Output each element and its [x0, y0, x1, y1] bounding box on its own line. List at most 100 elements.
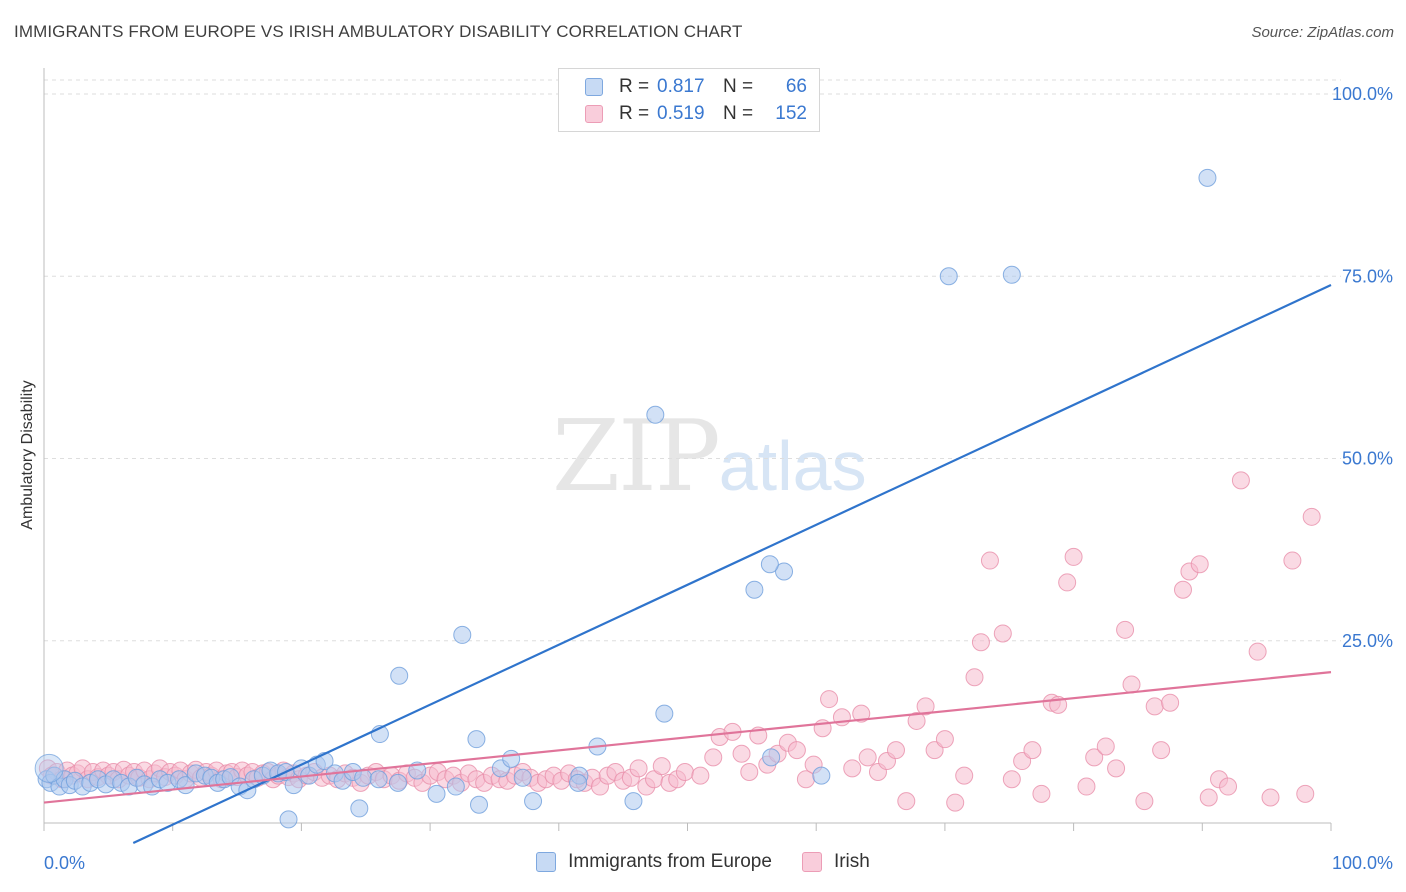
- point-immigrants-europe: [279, 810, 298, 829]
- point-irish: [1302, 507, 1321, 526]
- point-immigrants-europe: [760, 555, 779, 574]
- point-irish: [820, 690, 839, 709]
- point-irish: [907, 711, 926, 730]
- point-immigrants-europe: [350, 799, 369, 818]
- legend-n-value: 152: [775, 103, 807, 124]
- chart-title: IMMIGRANTS FROM EUROPE VS IRISH AMBULATO…: [14, 22, 743, 41]
- point-irish: [1135, 792, 1154, 811]
- point-immigrants-europe: [745, 580, 764, 599]
- point-irish: [1261, 788, 1280, 807]
- point-irish: [675, 762, 694, 781]
- point-irish: [1199, 788, 1218, 807]
- tick-labels: 25.0% 50.0% 75.0% 100.0% 0.0% 100.0%: [44, 84, 1393, 873]
- point-irish: [1161, 693, 1180, 712]
- point-irish: [704, 748, 723, 767]
- point-irish: [1231, 471, 1250, 490]
- point-irish: [1152, 741, 1171, 760]
- legend-item-europe[interactable]: Immigrants from Europe: [536, 851, 772, 873]
- series-irish-points: [38, 471, 1321, 812]
- point-irish: [886, 741, 905, 760]
- point-irish: [843, 759, 862, 778]
- point-immigrants-europe: [513, 768, 532, 787]
- legend-swatch-pink: [585, 105, 603, 123]
- point-immigrants-europe: [467, 730, 486, 749]
- point-irish: [955, 766, 974, 785]
- watermark-atlas: atlas: [718, 427, 867, 505]
- point-immigrants-europe: [655, 704, 674, 723]
- point-irish: [1145, 697, 1164, 716]
- point-immigrants-europe: [569, 773, 588, 792]
- series-legend: Immigrants from Europe Irish: [0, 851, 1406, 873]
- point-irish: [1107, 759, 1126, 778]
- legend-swatch-blue: [536, 852, 557, 872]
- trend-lines: [43, 284, 1332, 844]
- point-immigrants-europe: [812, 766, 831, 785]
- legend-n-label: N =: [723, 76, 754, 97]
- point-immigrants-europe: [284, 776, 303, 795]
- point-immigrants-europe: [775, 562, 794, 581]
- point-irish: [1058, 573, 1077, 592]
- point-irish: [916, 697, 935, 716]
- source-label: Source: ZipAtlas.com: [1251, 24, 1394, 41]
- point-irish: [1296, 784, 1315, 803]
- point-irish: [1032, 784, 1051, 803]
- point-irish: [1219, 777, 1238, 796]
- legend-r-value: 0.519: [657, 103, 705, 124]
- legend-n-label: N =: [723, 103, 754, 124]
- point-irish: [1002, 770, 1021, 789]
- legend-row-europe: R = 0.817 N = 66: [585, 74, 807, 100]
- legend-n-value: 66: [785, 76, 807, 97]
- point-irish: [980, 551, 999, 570]
- point-immigrants-europe: [388, 773, 407, 792]
- point-irish: [1013, 752, 1032, 771]
- y-tick-label: 75.0%: [1342, 266, 1393, 286]
- legend-r-label: R =: [619, 103, 650, 124]
- point-irish: [740, 762, 759, 781]
- legend-label-irish: Irish: [833, 851, 870, 872]
- point-irish: [1077, 777, 1096, 796]
- point-immigrants-europe: [502, 749, 521, 768]
- point-immigrants-europe: [939, 267, 958, 286]
- point-immigrants-europe: [1198, 168, 1217, 187]
- watermark-zip: ZIP: [552, 400, 721, 514]
- point-irish: [1122, 675, 1141, 694]
- point-immigrants-europe: [369, 770, 388, 789]
- grid-lines: [44, 79, 1341, 642]
- trend-line-immigrants-europe: [132, 284, 1332, 844]
- watermark: ZIPatlas: [552, 400, 867, 514]
- point-irish: [852, 704, 871, 723]
- point-irish: [652, 757, 671, 776]
- series-immigrants-europe-points: [34, 168, 1217, 829]
- legend-label-europe: Immigrants from Europe: [568, 851, 772, 872]
- point-immigrants-europe: [390, 666, 409, 685]
- point-irish: [1173, 580, 1192, 599]
- point-immigrants-europe: [1002, 265, 1021, 284]
- y-tick-label: 100.0%: [1332, 84, 1393, 104]
- point-immigrants-europe: [453, 625, 472, 644]
- correlation-legend: R = 0.817 N = 66 R = 0.519 N = 152: [558, 68, 820, 132]
- point-immigrants-europe: [427, 784, 446, 803]
- point-irish: [971, 633, 990, 652]
- point-irish: [965, 668, 984, 687]
- legend-item-irish[interactable]: Irish: [801, 851, 870, 873]
- point-immigrants-europe: [470, 795, 489, 814]
- x-tick-label-min: 0.0%: [44, 853, 85, 873]
- point-irish: [732, 744, 751, 763]
- point-immigrants-europe: [762, 748, 781, 767]
- axes: [43, 68, 1332, 831]
- legend-r-label: R =: [619, 76, 650, 97]
- x-tick-label-max: 100.0%: [1332, 853, 1393, 873]
- point-irish: [1096, 737, 1115, 756]
- point-irish: [1190, 555, 1209, 574]
- point-immigrants-europe: [524, 792, 543, 811]
- y-tick-label: 50.0%: [1342, 449, 1393, 469]
- point-irish: [1283, 551, 1302, 570]
- point-irish: [1248, 642, 1267, 661]
- legend-swatch-blue: [585, 78, 603, 96]
- point-irish: [993, 624, 1012, 643]
- point-immigrants-europe: [446, 777, 465, 796]
- point-irish: [897, 792, 916, 811]
- legend-row-irish: R = 0.519 N = 152: [585, 101, 807, 127]
- legend-r-value: 0.817: [657, 76, 705, 97]
